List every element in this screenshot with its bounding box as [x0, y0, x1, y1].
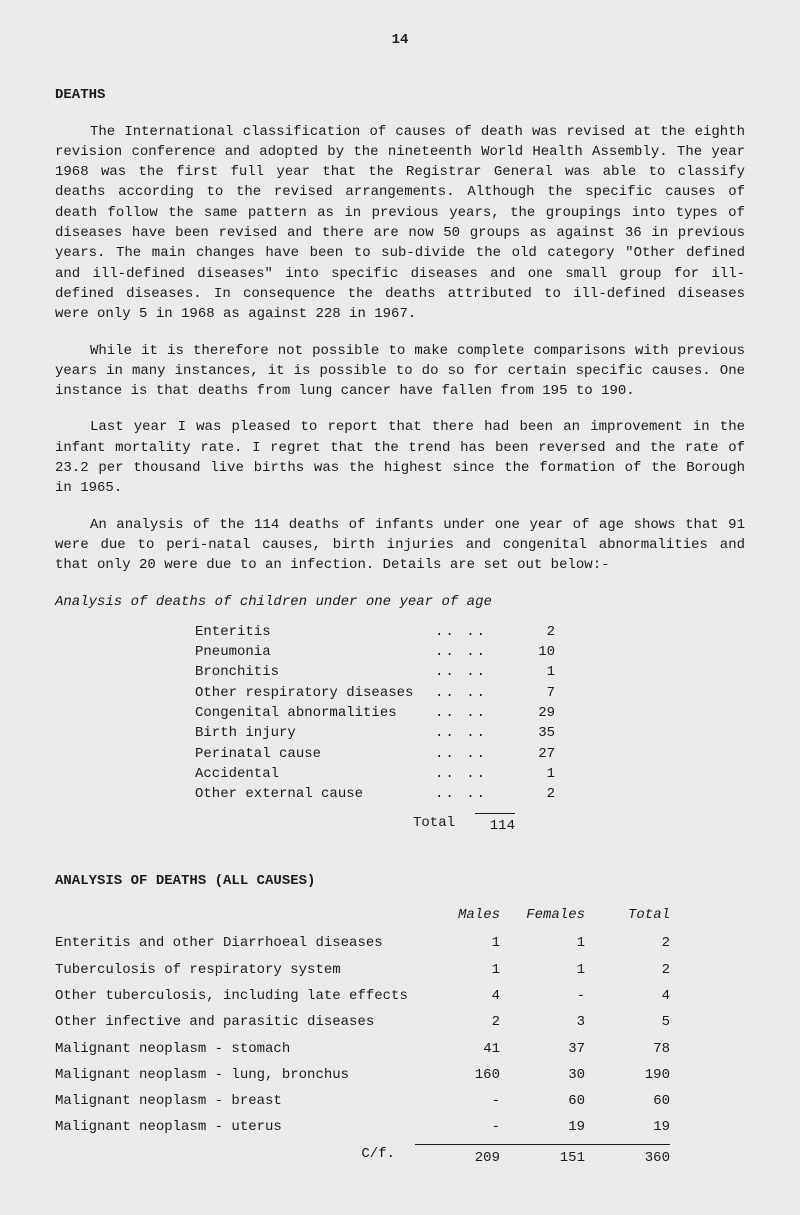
analysis-males-value: 160	[415, 1065, 500, 1085]
infant-cause-row: Enteritis.. ..2	[195, 622, 745, 642]
dots-spacer: .. ..	[435, 622, 515, 642]
infant-cause-row: Birth injury.. ..35	[195, 723, 745, 743]
analysis-females-value: 3	[500, 1012, 585, 1032]
analysis-males-value: 1	[415, 960, 500, 980]
dots-spacer: .. ..	[435, 642, 515, 662]
analysis-total-value: 2	[585, 933, 670, 953]
analysis-row-label: Malignant neoplasm - stomach	[55, 1039, 415, 1059]
analysis-males-value: -	[415, 1117, 500, 1137]
analysis-row-label: Other tuberculosis, including late effec…	[55, 986, 415, 1006]
analysis-row: Other tuberculosis, including late effec…	[55, 986, 745, 1006]
analysis-row-label: Malignant neoplasm - breast	[55, 1091, 415, 1111]
analysis-row: Enteritis and other Diarrhoeal diseases1…	[55, 933, 745, 953]
analysis-row-label: Malignant neoplasm - lung, bronchus	[55, 1065, 415, 1085]
analysis-total-value: 2	[585, 960, 670, 980]
infant-cause-row: Pneumonia.. ..10	[195, 642, 745, 662]
infant-cause-value: 1	[515, 764, 555, 784]
analysis-row: Malignant neoplasm - lung, bronchus16030…	[55, 1065, 745, 1085]
cf-females: 151	[500, 1144, 585, 1168]
analysis-total-value: 19	[585, 1117, 670, 1137]
analysis-males-value: 41	[415, 1039, 500, 1059]
infant-cause-value: 10	[515, 642, 555, 662]
analysis-row: Malignant neoplasm - breast-6060	[55, 1091, 745, 1111]
analysis-total-value: 4	[585, 986, 670, 1006]
analysis-females-value: 60	[500, 1091, 585, 1111]
infant-cause-label: Enteritis	[195, 622, 435, 642]
paragraph-4: An analysis of the 114 deaths of infants…	[55, 515, 745, 576]
analysis-row: Tuberculosis of respiratory system112	[55, 960, 745, 980]
analysis-males-value: 2	[415, 1012, 500, 1032]
analysis-males-value: -	[415, 1091, 500, 1111]
analysis-females-value: 19	[500, 1117, 585, 1137]
analysis-col-total: Total	[585, 905, 670, 925]
infant-cause-label: Birth injury	[195, 723, 435, 743]
analysis-row: Malignant neoplasm - uterus-1919	[55, 1117, 745, 1137]
analysis-header-spacer	[55, 905, 415, 925]
infant-total-label: Total	[195, 813, 475, 836]
analysis-females-value: 30	[500, 1065, 585, 1085]
dots-spacer: .. ..	[435, 723, 515, 743]
dots-spacer: .. ..	[435, 683, 515, 703]
infant-cause-row: Other respiratory diseases.. ..7	[195, 683, 745, 703]
page-number: 14	[55, 30, 745, 50]
dots-spacer: .. ..	[435, 784, 515, 804]
infant-total-row: Total 114	[195, 813, 745, 836]
infant-cause-row: Congenital abnormalities.. ..29	[195, 703, 745, 723]
analysis-row-label: Malignant neoplasm - uterus	[55, 1117, 415, 1137]
dots-spacer: .. ..	[435, 703, 515, 723]
infant-cause-label: Congenital abnormalities	[195, 703, 435, 723]
analysis-females-value: 37	[500, 1039, 585, 1059]
analysis-females-value: 1	[500, 933, 585, 953]
paragraph-1: The International classification of caus…	[55, 122, 745, 325]
infant-cause-value: 29	[515, 703, 555, 723]
infant-cause-value: 1	[515, 662, 555, 682]
infant-cause-value: 7	[515, 683, 555, 703]
infant-cause-value: 27	[515, 744, 555, 764]
infant-cause-label: Other respiratory diseases	[195, 683, 435, 703]
infant-total-value: 114	[475, 813, 515, 836]
analysis-total-value: 60	[585, 1091, 670, 1111]
analysis-col-females: Females	[500, 905, 585, 925]
analysis-row-label: Tuberculosis of respiratory system	[55, 960, 415, 980]
analysis-males-value: 1	[415, 933, 500, 953]
infant-causes-table: Enteritis.. ..2Pneumonia.. ..10Bronchiti…	[195, 622, 745, 805]
analysis-row: Malignant neoplasm - stomach413778	[55, 1039, 745, 1059]
dots-spacer: .. ..	[435, 744, 515, 764]
analysis-females-value: 1	[500, 960, 585, 980]
analysis-row: Other infective and parasitic diseases23…	[55, 1012, 745, 1032]
infant-cause-label: Pneumonia	[195, 642, 435, 662]
analysis-all-causes-heading: ANALYSIS OF DEATHS (ALL CAUSES)	[55, 871, 745, 891]
infant-analysis-heading: Analysis of deaths of children under one…	[55, 592, 745, 612]
infant-cause-label: Perinatal cause	[195, 744, 435, 764]
infant-cause-value: 2	[515, 784, 555, 804]
analysis-footer-row: C/f. 209 151 360	[55, 1144, 745, 1168]
infant-cause-value: 2	[515, 622, 555, 642]
infant-cause-row: Accidental.. ..1	[195, 764, 745, 784]
infant-cause-row: Other external cause.. ..2	[195, 784, 745, 804]
paragraph-3: Last year I was pleased to report that t…	[55, 417, 745, 498]
cf-males: 209	[415, 1144, 500, 1168]
infant-cause-label: Other external cause	[195, 784, 435, 804]
analysis-total-value: 78	[585, 1039, 670, 1059]
analysis-header-row: Males Females Total	[55, 905, 745, 925]
analysis-males-value: 4	[415, 986, 500, 1006]
analysis-row-label: Enteritis and other Diarrhoeal diseases	[55, 933, 415, 953]
analysis-body: Enteritis and other Diarrhoeal diseases1…	[55, 933, 745, 1137]
infant-cause-row: Perinatal cause.. ..27	[195, 744, 745, 764]
dots-spacer: .. ..	[435, 764, 515, 784]
cf-total: 360	[585, 1144, 670, 1168]
analysis-row-label: Other infective and parasitic diseases	[55, 1012, 415, 1032]
analysis-col-males: Males	[415, 905, 500, 925]
deaths-heading: DEATHS	[55, 85, 745, 105]
infant-cause-row: Bronchitis.. ..1	[195, 662, 745, 682]
cf-label: C/f.	[55, 1144, 415, 1168]
dots-spacer: .. ..	[435, 662, 515, 682]
analysis-females-value: -	[500, 986, 585, 1006]
infant-cause-label: Bronchitis	[195, 662, 435, 682]
infant-cause-value: 35	[515, 723, 555, 743]
analysis-total-value: 190	[585, 1065, 670, 1085]
infant-cause-label: Accidental	[195, 764, 435, 784]
paragraph-2: While it is therefore not possible to ma…	[55, 341, 745, 402]
analysis-total-value: 5	[585, 1012, 670, 1032]
